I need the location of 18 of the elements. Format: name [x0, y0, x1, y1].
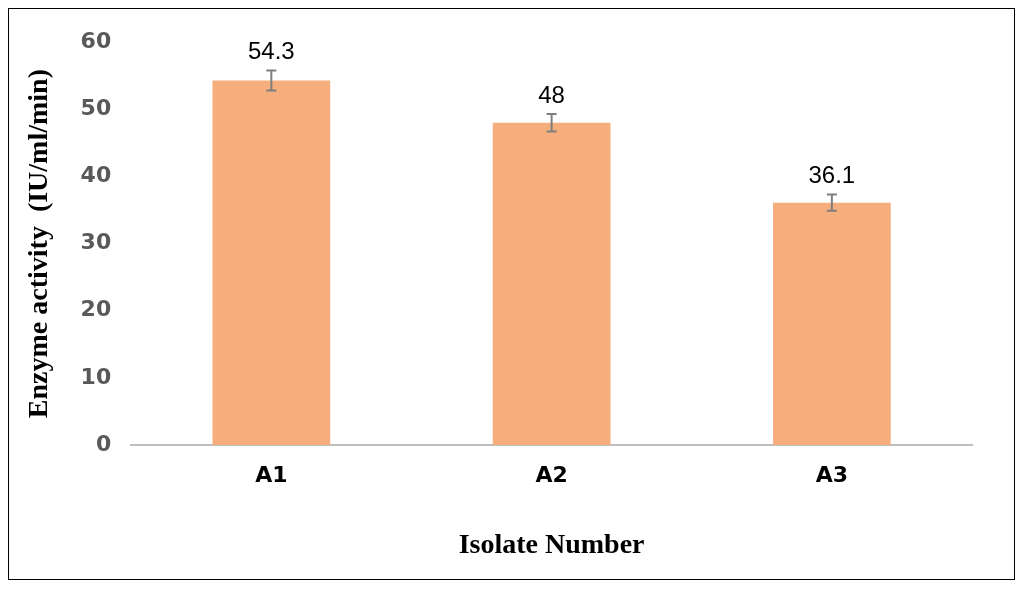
data-label: 36.1	[808, 161, 856, 189]
bar	[212, 80, 331, 445]
y-tick-label: 50	[80, 95, 112, 121]
y-tick-label: 0	[95, 430, 112, 456]
x-tick-label: A2	[535, 461, 568, 487]
x-tick-label: A3	[815, 461, 849, 487]
bar	[773, 202, 891, 445]
x-axis-title: Isolate Number	[458, 528, 645, 560]
data-label: 48	[538, 80, 565, 108]
y-tick-label: 40	[80, 162, 112, 188]
x-tick-label: A1	[255, 461, 288, 487]
y-tick-label: 10	[80, 363, 112, 389]
y-tick-label: 30	[80, 229, 112, 255]
bar	[492, 122, 611, 445]
data-label: 54.3	[247, 37, 295, 65]
y-tick-label: 60	[80, 27, 112, 53]
y-axis-title: Enzyme activity (IU/ml/min)	[22, 69, 54, 419]
y-tick-label: 20	[80, 296, 112, 322]
